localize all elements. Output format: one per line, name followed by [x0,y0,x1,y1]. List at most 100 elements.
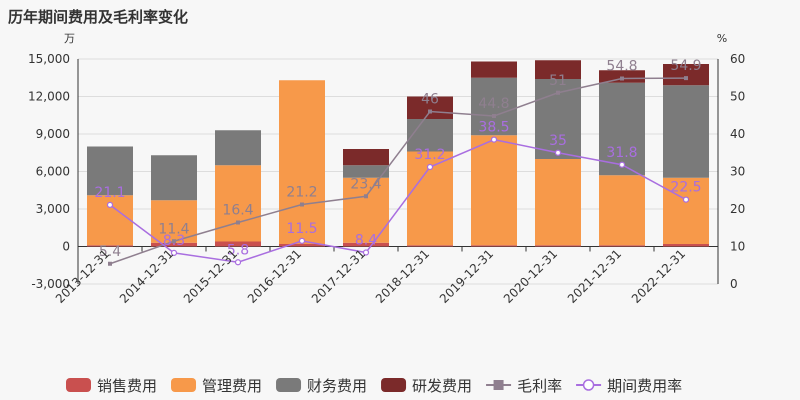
bar-segment [663,177,709,244]
bar-segment [87,245,133,247]
bar-segment [151,155,197,201]
x-axis-tick-label: 2021-12-31 [565,247,624,306]
left-axis-tick-label: 9,000 [36,127,70,141]
line-data-label: 51 [549,73,567,89]
left-axis-unit: 万 [64,32,75,45]
right-axis-unit: % [717,32,727,45]
bar-segment [407,96,453,119]
bar-segment [215,165,261,242]
bar-segment [215,241,261,247]
line-point [106,201,114,208]
line-data-label: 8.4 [355,233,377,249]
line-point [108,261,112,266]
line-data-label: 46 [421,92,439,108]
bar-segment [151,242,197,247]
bar-segment [343,149,389,166]
line-point [554,149,562,156]
left-axis-tick-label: 12,000 [28,90,70,104]
bar-segment [535,245,581,247]
line-data-label: 23.4 [350,176,381,192]
x-axis-tick-label: 2014-12-31 [117,247,176,306]
bar-segment [407,245,453,247]
line-data-label: 5.8 [227,242,249,258]
legend-label: 研发费用 [412,377,472,395]
legend-swatch [66,378,91,392]
x-axis-tick-label: 2022-12-31 [629,247,688,306]
bar-segment [279,80,325,244]
bar-segment [471,61,517,78]
legend-swatch [171,378,197,392]
line-point [298,237,306,244]
line-point [618,161,626,168]
bar-segment [471,135,517,246]
x-axis-tick-label: 2016-12-31 [245,247,304,306]
line-data-label: 21.2 [286,185,317,201]
bar-segment [535,60,581,79]
x-axis-tick-label: 2018-12-31 [373,247,432,306]
line-point [170,249,178,256]
line-point [236,220,240,225]
bar-segment [343,165,389,178]
bar-segment [151,200,197,243]
right-axis-tick-label: 50 [730,90,745,104]
line-point [172,239,176,244]
line-point [492,114,496,118]
legend-swatch [276,378,302,392]
bar-segment [471,77,517,136]
line-point [362,249,370,256]
bar-segment [663,85,709,178]
legend-label: 毛利率 [517,377,562,395]
line-data-label: 54.8 [606,59,637,75]
left-axis-tick-label: 6,000 [36,165,70,179]
line-data-label: 16.4 [222,203,253,219]
line-point [426,163,434,171]
bar-segment [407,119,453,152]
bar-segment [599,245,645,247]
right-axis-tick-label: 10 [730,240,745,254]
bar-segment [215,130,261,166]
left-axis-tick-label: 0 [62,240,70,254]
line-data-label: 38.5 [478,120,509,136]
left-axis-tick-label: 3,000 [36,202,70,216]
line-point [556,90,560,95]
line-point [364,194,368,199]
line-series [109,138,687,264]
bar-segment [599,175,645,246]
line-data-label: 54.9 [670,58,701,74]
legend-swatch [381,378,407,392]
x-axis-tick-label: 2020-12-31 [501,247,560,306]
bar-segment [343,242,389,247]
legend-label: 期间费用率 [607,377,682,395]
bar-segment [663,244,709,247]
right-axis-tick-label: 60 [730,52,745,66]
line-point [428,109,432,114]
line-data-label: 44.8 [478,96,509,112]
line-data-label: 5.4 [99,244,121,260]
legend-label: 销售费用 [97,377,157,395]
chart-title: 历年期间费用及毛利率变化 [8,8,189,26]
line-data-label: 22.5 [670,180,701,196]
right-axis-tick-label: 40 [730,127,745,141]
x-axis-tick-label: 2017-12-31 [309,247,368,306]
line-data-label: 35 [549,133,567,149]
line-point [682,196,690,203]
legend-label: 管理费用 [202,377,262,395]
line-series [109,77,687,265]
bar-segment [279,244,325,247]
line-point [490,136,498,143]
left-axis-tick-label: -3,000 [31,277,70,291]
bar-segment [471,245,517,247]
legend-marker [582,379,595,391]
legend-label: 财务费用 [307,377,367,395]
legend-marker [493,380,504,390]
line-point [300,202,304,207]
line-data-label: 31.2 [414,147,445,163]
right-axis-tick-label: 30 [730,165,745,179]
line-data-label: 8.3 [163,233,185,249]
line-data-label: 11.5 [286,221,317,237]
line-point [684,76,688,81]
left-axis-tick-label: 15,000 [28,52,70,66]
bar-segment [599,82,645,176]
